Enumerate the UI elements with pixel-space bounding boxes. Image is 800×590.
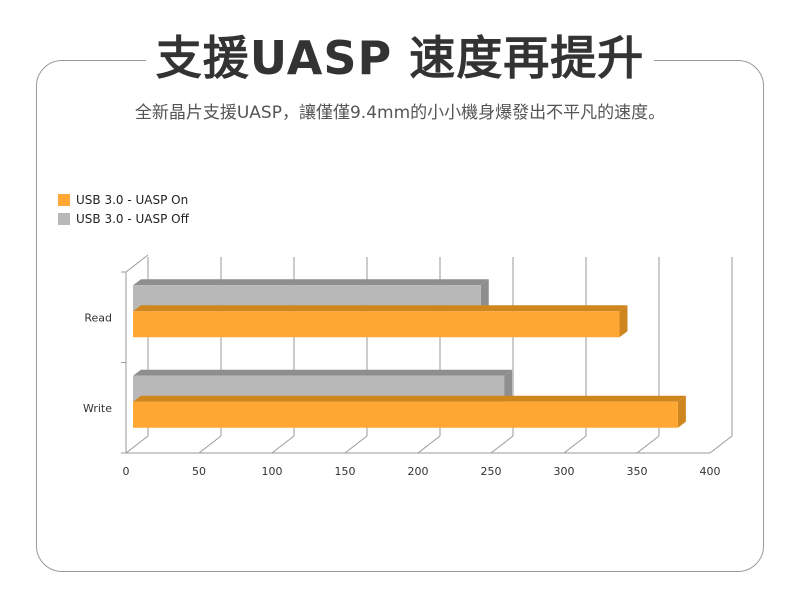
x-tick-label: 100 [262,465,283,478]
bar-uasp-on-top [133,395,686,402]
page-title: 支援UASP 速度再提升 [0,28,800,88]
chart-legend: USB 3.0 - UASP On USB 3.0 - UASP Off [58,190,189,228]
floor-gridline [125,435,149,454]
bar-uasp-on [133,311,620,338]
floor-gridline [563,435,587,454]
legend-label-uasp-off: USB 3.0 - UASP Off [76,211,189,226]
floor-gridline [198,435,222,454]
legend-swatch-uasp-on [58,193,70,206]
bar-uasp-off-top [133,369,513,376]
bar-uasp-off-side [480,279,489,312]
bar-uasp-off-top [133,279,489,286]
x-tick-label: 50 [192,465,206,478]
x-tick-label: 300 [554,465,575,478]
x-tick-label: 250 [481,465,502,478]
bar-uasp-on [133,401,678,428]
floor-gridline [709,435,733,454]
floor-gridline [490,435,514,454]
page-subtitle: 全新晶片支援UASP，讓僅僅9.4mm的小小機身爆發出不平凡的速度。 [134,103,666,123]
legend-item-uasp-on: USB 3.0 - UASP On [58,190,189,209]
y-category-label: Write [83,402,112,415]
legend-swatch-uasp-off [58,212,70,225]
bar-uasp-on-side [677,395,686,428]
floor-gridline [271,435,295,454]
x-tick-label: 150 [335,465,356,478]
x-tick-label: 200 [408,465,429,478]
floor-gridline [636,435,660,454]
wall-edge [125,254,149,273]
y-category-label: Read [84,311,112,324]
x-tick-label: 350 [627,465,648,478]
x-tick-label: 400 [700,465,721,478]
floor-gridline [417,435,441,454]
legend-item-uasp-off: USB 3.0 - UASP Off [58,209,189,228]
bar-uasp-on-side [619,305,628,338]
bar-uasp-off-side [504,369,513,402]
bar-uasp-on-top [133,305,628,312]
floor-gridline [344,435,368,454]
legend-label-uasp-on: USB 3.0 - UASP On [76,192,189,207]
title-text: 支援UASP 速度再提升 [145,28,655,88]
x-tick-label: 0 [123,465,130,478]
